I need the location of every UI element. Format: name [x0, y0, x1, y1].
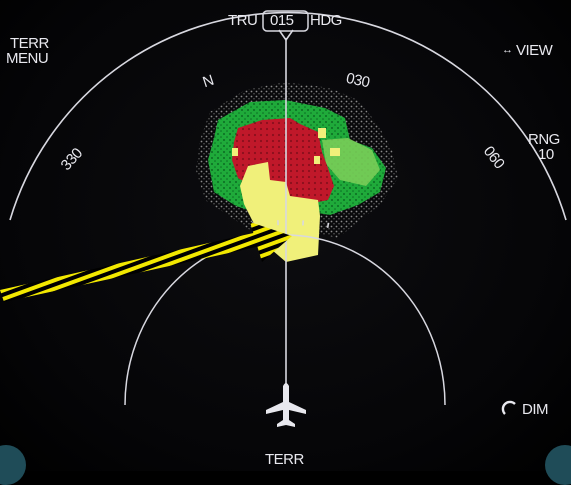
compass-tick	[328, 223, 329, 228]
heading-label: HDG	[310, 13, 342, 28]
terr-menu-button[interactable]: TERR MENU	[6, 34, 66, 68]
range-value: 10	[538, 147, 554, 162]
range-selector[interactable]: RNG 10	[524, 132, 568, 166]
terr-menu-line1: TERR	[10, 36, 49, 51]
navigation-display: TRU 015 HDG TERR MENU ↔ VIEW RNG 10 N 03…	[0, 0, 571, 471]
heading-value: 015	[270, 13, 294, 28]
compass-label-030: 030	[345, 71, 371, 91]
view-label: VIEW	[516, 43, 552, 58]
pointer-arrow-icon	[0, 222, 292, 302]
aircraft-symbol-icon	[266, 383, 306, 427]
view-button[interactable]: ↔ VIEW	[498, 42, 568, 60]
terr-menu-line2: MENU	[6, 51, 48, 66]
track-mode-label: TRU	[228, 13, 257, 28]
range-label: RNG	[528, 132, 560, 147]
bezel-corner-right	[545, 445, 571, 485]
dim-control[interactable]: DIM	[500, 400, 566, 420]
view-arrows-icon: ↔	[502, 43, 513, 58]
dim-label: DIM	[522, 402, 548, 417]
terr-mode-label[interactable]: TERR	[265, 452, 304, 467]
terrain-display-canvas	[0, 0, 571, 471]
